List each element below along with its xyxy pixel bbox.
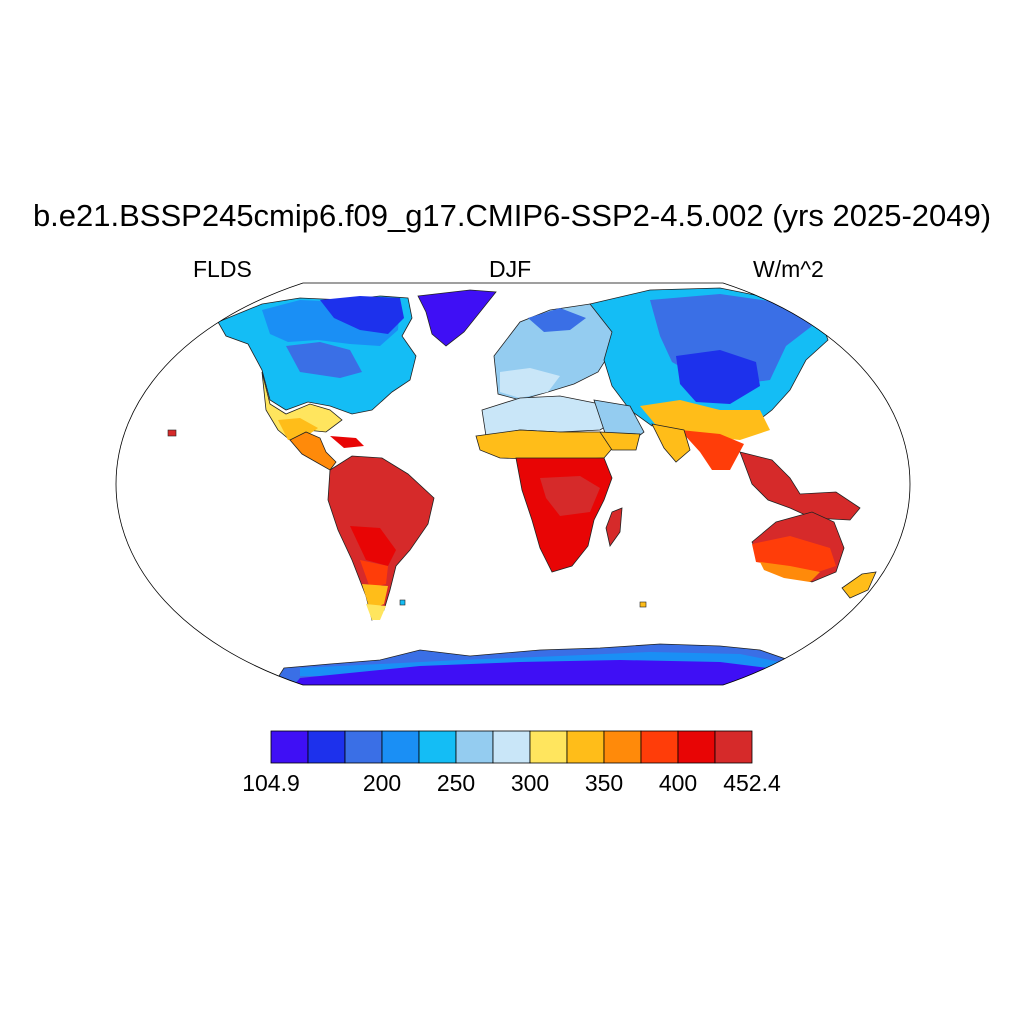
colorbar-swatch [603,730,642,764]
greenland [417,289,497,347]
colorbar-tick-label: 350 [584,770,624,796]
variable-label: FLDS [193,256,252,282]
colorbar-tick-label: 452.4 [723,770,781,796]
colorbar-swatch [640,730,679,764]
colorbar-swatch [455,730,494,764]
season-label: DJF [489,256,532,282]
colorbar-tick-label: 250 [436,770,476,796]
colorbar-swatch [677,730,716,764]
colorbar-swatch [307,730,346,764]
colorbar-swatch [566,730,605,764]
map-border [115,282,911,686]
antarctica [269,643,811,685]
north-america [217,295,417,441]
south-asia [593,399,861,521]
units-label: W/m^2 [753,256,824,282]
colorbar-tick-label: 104.9 [242,770,300,796]
plot-title: b.e21.BSSP245cmip6.f09_g17.CMIP6-SSP2-4.… [32,198,992,233]
colorbar-swatch [492,730,531,764]
colorbar-swatch [381,730,420,764]
asia [589,287,829,470]
colorbar-swatch [270,730,309,764]
central-america [289,431,364,471]
colorbar-tick-label: 300 [510,770,550,796]
south-america [327,455,435,621]
colorbar-swatch [714,730,753,764]
australia [751,511,877,599]
colorbar-swatch [344,730,383,764]
colorbar-tick-label: 200 [362,770,402,796]
colorbar-tick-label: 400 [658,770,698,796]
islands [167,429,647,608]
africa [475,395,623,573]
colorbar-swatch [418,730,457,764]
colorbar-swatch [529,730,568,764]
land-fields [167,287,877,685]
